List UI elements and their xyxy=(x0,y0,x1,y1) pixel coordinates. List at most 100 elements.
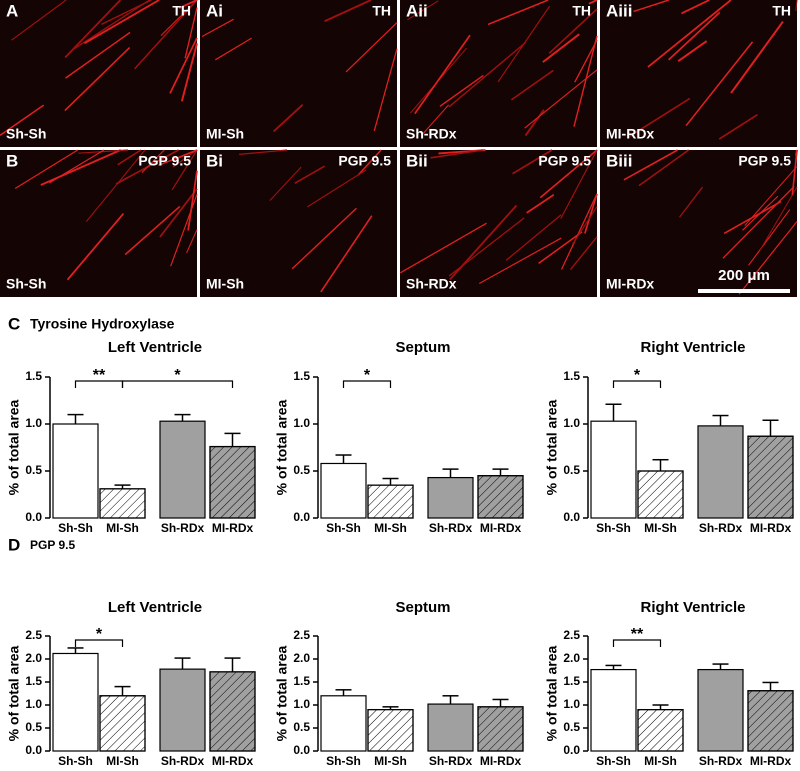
nerve-fiber xyxy=(633,0,670,13)
nerve-fiber xyxy=(510,69,554,101)
nerve-fiber xyxy=(159,188,198,238)
y-tick-label: 0.5 xyxy=(293,720,310,734)
panel-letter: Bi xyxy=(206,151,223,170)
y-tick-label: 1.0 xyxy=(563,697,580,711)
significance-bracket xyxy=(342,380,392,388)
nerve-fiber xyxy=(294,165,325,185)
y-tick-label: 1.5 xyxy=(563,369,580,383)
nerve-fiber xyxy=(101,0,152,25)
y-tick-label: 0.5 xyxy=(293,463,310,477)
bar xyxy=(697,425,744,519)
nerve-fiber xyxy=(40,149,122,186)
nerve-fiber xyxy=(184,7,198,59)
stain-label: PGP 9.5 xyxy=(138,153,191,169)
significance-bracket xyxy=(121,380,234,388)
nerve-fiber xyxy=(407,0,439,21)
nerve-fiber xyxy=(738,221,798,295)
nerve-fiber xyxy=(542,33,580,63)
nerve-fiber xyxy=(478,237,562,285)
bar-hatch xyxy=(747,435,794,519)
nerve-fiber xyxy=(678,186,704,218)
y-tick-label: 0.0 xyxy=(563,743,580,757)
micrograph xyxy=(0,149,198,297)
nerve-fiber xyxy=(487,0,549,26)
group-label: MI-RDx xyxy=(606,276,654,292)
nerve-fiber xyxy=(399,222,487,274)
bar-hatch xyxy=(209,445,256,519)
y-tick-label: 0.5 xyxy=(563,463,580,477)
micrograph xyxy=(600,0,798,147)
nerve-fiber xyxy=(623,149,678,181)
nerve-fiber xyxy=(560,193,598,270)
group-label: Sh-RDx xyxy=(406,276,457,292)
nerve-fiber xyxy=(414,34,471,115)
nerve-fiber xyxy=(78,149,129,154)
x-tick-label: Sh-RDx xyxy=(699,754,743,768)
stain-label: PGP 9.5 xyxy=(338,153,391,169)
micrograph xyxy=(0,0,198,147)
y-tick-label: 1.5 xyxy=(293,369,310,383)
x-tick-label: Sh-RDx xyxy=(161,754,205,768)
chart-title: Right Ventricle xyxy=(640,339,745,356)
nerve-fiber xyxy=(538,231,583,265)
y-axis-label: % of total area xyxy=(6,399,22,495)
nerve-fiber xyxy=(357,149,382,176)
x-tick-label: Sh-Sh xyxy=(596,521,631,535)
nerve-fiber xyxy=(238,149,288,156)
nerve-fiber xyxy=(667,11,721,61)
micrograph-bg xyxy=(200,150,397,297)
nerve-fiber xyxy=(291,207,357,270)
scale-bar-label: 200 μm xyxy=(718,267,770,284)
significance-label: * xyxy=(96,626,103,643)
panel-letter: A xyxy=(6,1,18,20)
nerve-fiber xyxy=(83,0,160,45)
nerve-fiber xyxy=(172,149,198,168)
bar-hatch xyxy=(99,695,146,752)
chart-title: Septum xyxy=(395,599,450,616)
micrograph xyxy=(600,149,798,297)
y-tick-label: 1.0 xyxy=(25,697,42,711)
nerve-fiber xyxy=(638,149,690,187)
x-tick-label: Sh-Sh xyxy=(58,754,93,768)
y-tick-label: 0.0 xyxy=(25,510,42,524)
bar xyxy=(320,462,367,519)
nerve-fiber xyxy=(574,39,598,83)
stain-label: PGP 9.5 xyxy=(538,153,591,169)
nerve-fiber xyxy=(169,37,198,94)
nerve-fiber xyxy=(588,0,598,5)
nerve-fiber xyxy=(560,149,598,219)
y-axis-label: % of total area xyxy=(544,399,560,495)
y-tick-label: 1.0 xyxy=(293,697,310,711)
significance-label: ** xyxy=(93,367,106,384)
y-tick-label: 0.5 xyxy=(25,720,42,734)
nerve-fiber xyxy=(569,236,598,271)
y-tick-label: 2.5 xyxy=(293,628,310,642)
x-tick-label: MI-RDx xyxy=(212,754,254,768)
y-tick-label: 1.5 xyxy=(293,674,310,688)
x-tick-label: Sh-Sh xyxy=(326,521,361,535)
bar-hatch xyxy=(477,706,524,752)
x-tick-label: MI-RDx xyxy=(212,521,254,535)
nerve-fiber xyxy=(170,194,198,267)
nerve-fiber xyxy=(524,109,545,137)
y-tick-label: 1.5 xyxy=(25,674,42,688)
nerve-fiber xyxy=(430,149,484,159)
nerve-fiber xyxy=(345,22,398,73)
panel-letter: Bii xyxy=(406,151,428,170)
nerve-fiber xyxy=(647,0,732,68)
bar xyxy=(320,695,367,752)
y-tick-label: 2.0 xyxy=(25,651,42,665)
nerve-fiber xyxy=(158,149,198,167)
x-tick-label: MI-Sh xyxy=(106,521,139,535)
y-tick-label: 0.0 xyxy=(293,510,310,524)
group-label: MI-Sh xyxy=(206,126,244,142)
x-tick-label: Sh-Sh xyxy=(326,754,361,768)
nerve-fiber xyxy=(730,21,784,94)
bar-hatch xyxy=(367,708,414,752)
micrograph xyxy=(200,149,397,297)
bar xyxy=(427,703,474,752)
nerve-fiber xyxy=(795,0,798,12)
x-tick-label: MI-RDx xyxy=(480,521,522,535)
y-tick-label: 0.0 xyxy=(293,743,310,757)
nerve-fiber xyxy=(526,194,555,214)
